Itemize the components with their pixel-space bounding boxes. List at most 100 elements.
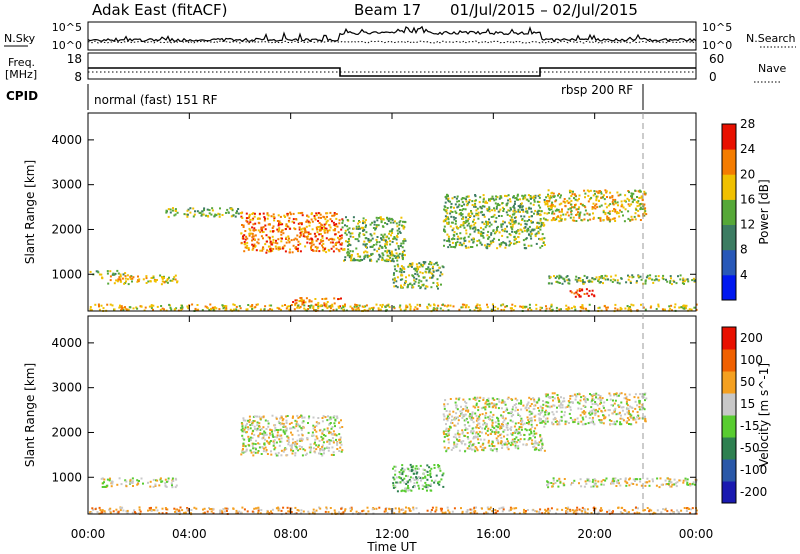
velocity-echo-cell	[290, 507, 293, 510]
velocity-echo-cell	[493, 445, 496, 448]
power-echo-cell	[273, 219, 276, 222]
velocity-echo-cell	[278, 434, 281, 437]
power-echo-cell	[693, 279, 696, 282]
velocity-echo-cell	[464, 429, 467, 431]
power-echo-cell	[307, 215, 310, 218]
power-echo-cell	[528, 218, 531, 221]
velocity-echo-cell	[413, 479, 416, 481]
power-echo-cell	[308, 300, 311, 303]
velocity-echo-cell	[648, 484, 651, 487]
power-echo-cell	[362, 306, 365, 308]
power-echo-cell	[454, 210, 457, 213]
power-echo-cell	[641, 208, 644, 210]
velocity-echo-cell	[175, 511, 178, 514]
power-echo-cell	[616, 201, 619, 204]
velocity-echo-cell	[297, 434, 300, 437]
velocity-echo-cell	[535, 510, 538, 513]
power-echo-cell	[511, 223, 514, 226]
power-echo-cell	[289, 213, 292, 216]
power-echo-cell	[264, 243, 267, 246]
power-echo-cell	[322, 242, 325, 245]
velocity-echo-cell	[601, 509, 603, 512]
power-echo-cell	[560, 308, 562, 311]
power-echo-cell	[458, 244, 461, 246]
power-echo-cell	[315, 214, 318, 217]
velocity-echo-cell	[603, 401, 606, 404]
velocity-echo-cell	[541, 443, 544, 446]
power-echo-cell	[370, 307, 373, 309]
velocity-echo-cell	[521, 423, 524, 426]
power-echo-cell	[321, 235, 324, 238]
velocity-echo-cell	[583, 485, 586, 488]
power-echo-cell	[264, 224, 267, 227]
power-echo-cell	[642, 306, 645, 309]
power-echo-cell	[531, 215, 533, 218]
power-echo-cell	[309, 306, 312, 309]
power-echo-cell	[217, 212, 220, 215]
power-echo-cell	[592, 212, 594, 215]
velocity-echo-cell	[592, 398, 595, 401]
velocity-echo-cell	[274, 426, 277, 429]
velocity-echo-cell	[267, 441, 270, 444]
velocity-echo-cell	[283, 432, 286, 435]
velocity-echo-cell	[426, 474, 429, 477]
power-echo-cell	[280, 233, 283, 236]
velocity-echo-cell	[321, 432, 324, 435]
velocity-echo-cell	[512, 405, 514, 408]
power-echo-cell	[310, 244, 313, 247]
power-echo-cell	[546, 219, 549, 222]
power-echo-cell	[558, 192, 561, 195]
power-echo-cell	[488, 210, 491, 213]
power-echo-cell	[329, 241, 332, 244]
power-echo-cell	[635, 281, 638, 284]
power-echo-cell	[252, 247, 255, 250]
power-echo-cell	[430, 286, 433, 289]
power-echo-cell	[552, 204, 555, 207]
velocity-echo-cell	[225, 510, 228, 512]
velocity-echo-cell	[464, 424, 466, 427]
velocity-echo-cell	[550, 482, 553, 484]
power-echo-cell	[226, 208, 229, 211]
velocity-echo-cell	[172, 480, 175, 482]
power-echo-cell	[543, 244, 546, 246]
velocity-echo-cell	[512, 413, 515, 416]
power-echo-cell	[525, 223, 528, 226]
power-echo-cell	[373, 248, 376, 251]
power-echo-cell	[578, 295, 581, 298]
power-echo-cell	[472, 237, 475, 240]
power-echo-cell	[389, 243, 392, 246]
power-echo-cell	[348, 240, 351, 243]
velocity-echo-cell	[594, 479, 597, 482]
power-echo-cell	[418, 262, 421, 265]
power-echo-cell	[500, 304, 503, 307]
power-echo-cell	[515, 216, 517, 219]
velocity-echo-cell	[175, 484, 178, 487]
power-echo-cell	[386, 243, 388, 246]
velocity-echo-cell	[271, 508, 274, 511]
power-echo-cell	[313, 308, 315, 311]
velocity-echo-cell	[504, 417, 507, 420]
velocity-echo-cell	[560, 396, 562, 399]
velocity-echo-cell	[393, 512, 396, 515]
power-echo-cell	[509, 200, 512, 203]
power-echo-cell	[529, 235, 532, 238]
velocity-echo-cell	[161, 507, 164, 510]
velocity-echo-cell	[619, 484, 622, 487]
velocity-echo-cell	[543, 421, 546, 424]
velocity-echo-cell	[403, 477, 406, 480]
power-echo-cell	[547, 211, 550, 214]
power-echo-cell	[583, 293, 586, 295]
power-echo-cell	[523, 195, 525, 198]
velocity-echo-cell	[517, 432, 520, 435]
velocity-echo-cell	[404, 487, 407, 490]
power-echo-cell	[459, 225, 462, 228]
power-echo-cell	[588, 213, 591, 216]
power-echo-cell	[204, 305, 207, 308]
velocity-echo-cell	[617, 482, 620, 485]
velocity-echo-cell	[629, 413, 632, 416]
power-echo-cell	[487, 230, 490, 233]
velocity-echo-cell	[165, 480, 168, 483]
power-echo-cell	[513, 209, 516, 212]
velocity-echo-cell	[243, 428, 246, 431]
velocity-echo-cell	[287, 443, 290, 446]
